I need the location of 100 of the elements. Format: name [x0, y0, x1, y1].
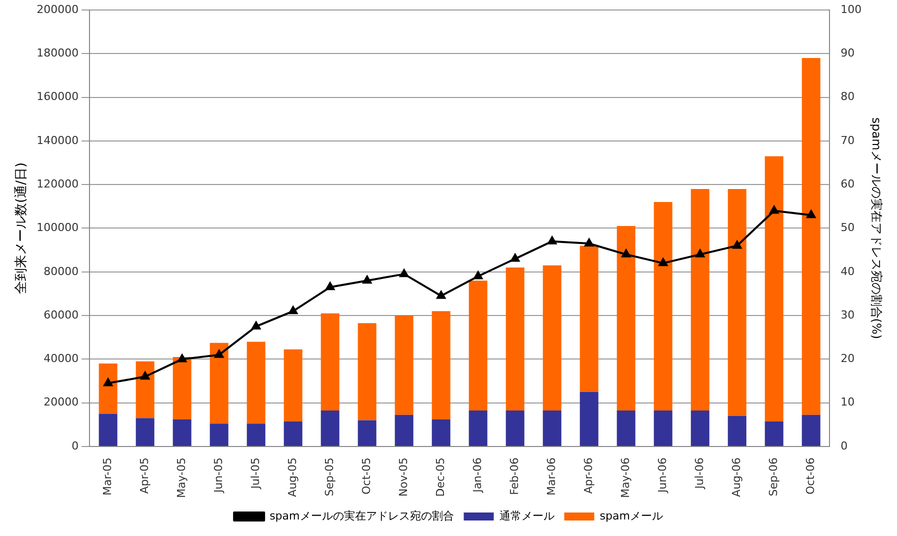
x-tick-label: Sep-06: [766, 457, 780, 496]
bar: [284, 421, 302, 446]
x-tick-label: Jun-06: [656, 457, 669, 494]
point: [214, 350, 224, 358]
bar: [210, 424, 228, 446]
point: [288, 306, 298, 314]
point: [326, 282, 335, 290]
bar: [320, 313, 340, 410]
x-tick-label: Aug-05: [286, 457, 299, 497]
bar: [802, 414, 820, 446]
bar: [728, 416, 746, 446]
bar: [728, 188, 746, 416]
point: [584, 238, 594, 247]
bar: [468, 280, 488, 410]
y-tick-label: 100000: [36, 221, 79, 234]
bar: [136, 418, 154, 446]
point: [622, 249, 631, 258]
y-tick-label: 180000: [36, 46, 79, 60]
point: [696, 249, 705, 258]
bar: [764, 156, 784, 422]
y2-tick-label: 90: [840, 46, 855, 60]
y-tick-label: 40000: [44, 352, 79, 366]
x-tick-label: Aug-06: [730, 457, 743, 497]
x-tick-label: Sep-05: [322, 457, 336, 496]
bar: [542, 265, 562, 410]
bar: [654, 202, 672, 410]
y-tick-label: 60000: [44, 308, 79, 322]
bar: [284, 349, 302, 422]
legend-label: 通常メール: [499, 509, 554, 522]
bar: [98, 414, 118, 446]
y-tick-label: 120000: [36, 177, 79, 190]
legend-label: spamメールの実在アドレス宛の割合: [270, 509, 454, 522]
bar: [690, 188, 710, 410]
x-tick-label: Jul-06: [692, 457, 706, 490]
bar: [542, 410, 562, 446]
y2-tick-label: 100: [840, 2, 862, 16]
bar: [468, 410, 488, 446]
y-tick-label: 80000: [44, 264, 79, 278]
bar: [210, 342, 228, 424]
x-tick-label: May-06: [618, 457, 632, 498]
bar: [690, 410, 710, 446]
point: [252, 321, 261, 330]
y2-tick-label: 0: [840, 439, 848, 452]
point: [658, 258, 668, 266]
bar: [764, 421, 784, 446]
bar: [506, 410, 524, 446]
y2-tick-label: 40: [840, 264, 855, 278]
point: [770, 206, 779, 214]
y2-tick-label: 10: [840, 396, 855, 409]
bar: [358, 420, 376, 446]
bar: [580, 246, 598, 392]
bar: [320, 410, 340, 446]
bar: [580, 392, 598, 446]
point: [474, 271, 483, 280]
y2-tick-label: 80: [840, 90, 855, 104]
y2-tick-label: 50: [840, 221, 855, 234]
point: [140, 372, 150, 380]
point: [510, 254, 520, 262]
bar: [172, 419, 192, 446]
bar: [432, 419, 450, 446]
y-axis-title: 全到来メール数(通/日): [14, 162, 30, 294]
y2-tick-label: 60: [840, 177, 855, 190]
point: [806, 210, 816, 218]
bar: [246, 342, 266, 424]
y-tick-label: 20000: [44, 396, 79, 409]
point: [436, 290, 446, 299]
point: [362, 276, 372, 284]
y-tick-label: 160000: [36, 90, 79, 104]
bar: [246, 424, 266, 446]
x-tick-label: Oct-05: [360, 457, 373, 494]
legend-label: spamメール: [600, 509, 663, 522]
y2-tick-label: 70: [840, 134, 855, 147]
bar: [394, 316, 414, 415]
y2-tick-label: 30: [840, 308, 855, 322]
x-tick-label: Mar-05: [100, 457, 114, 496]
bar: [616, 226, 636, 410]
x-tick-label: Dec-05: [434, 457, 447, 497]
y-tick-label: 200000: [36, 2, 79, 16]
bar: [616, 410, 636, 446]
bar: [136, 361, 154, 418]
point: [178, 354, 187, 362]
bar: [98, 364, 118, 414]
x-tick-label: Jan-06: [470, 457, 484, 494]
bar: [432, 311, 450, 420]
bar: [172, 357, 192, 420]
x-tick-label: Oct-06: [804, 457, 817, 494]
point: [548, 236, 557, 244]
x-tick-label: Apr-05: [138, 457, 151, 494]
bar: [506, 268, 524, 410]
y-tick-label: 0: [72, 439, 79, 452]
y-tick-label: 140000: [36, 134, 79, 147]
y2-axis-title: spamメールの実在アドレス宛の割合(%): [870, 117, 884, 340]
x-tick-label: Apr-06: [582, 457, 595, 494]
x-tick-label: May-05: [174, 457, 188, 498]
point: [400, 269, 409, 278]
bar: [654, 410, 672, 446]
x-tick-label: Feb-06: [508, 457, 521, 495]
bar: [358, 323, 376, 420]
x-tick-label: Jul-05: [248, 457, 262, 490]
y2-tick-label: 20: [840, 352, 855, 366]
